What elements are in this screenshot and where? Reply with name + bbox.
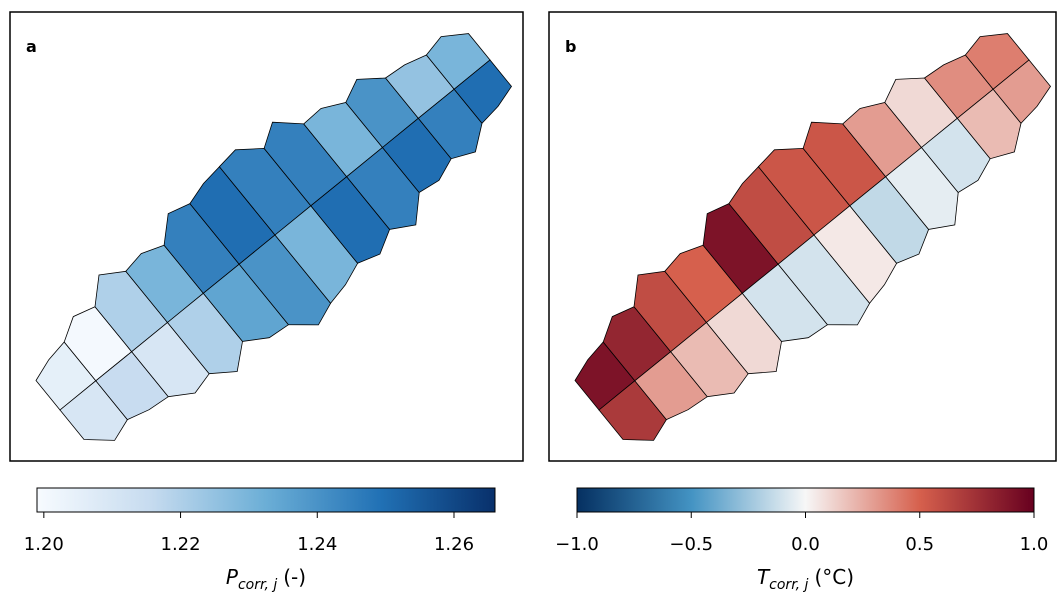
- colorbar-label: Tcorr, j (°C): [757, 565, 854, 592]
- map: [574, 33, 1051, 441]
- region: [202, 263, 290, 342]
- colorbar-label: Pcorr, j (-): [226, 565, 306, 592]
- unit: (°C): [814, 565, 854, 589]
- region: [634, 351, 708, 421]
- panel-label: b: [565, 37, 576, 56]
- panel-frame: [9, 11, 524, 462]
- region: [95, 351, 169, 421]
- tick-label: 1.26: [434, 534, 474, 555]
- tick-label: 1.0: [1020, 534, 1049, 555]
- region: [813, 205, 898, 304]
- subscript: corr, j: [769, 577, 808, 592]
- colorbar: [576, 487, 1035, 513]
- tick-label: 1.24: [297, 534, 337, 555]
- region: [346, 146, 420, 230]
- tick-label: 1.22: [161, 534, 201, 555]
- region: [992, 59, 1051, 124]
- symbol: P: [226, 565, 239, 589]
- region: [274, 205, 359, 304]
- region: [598, 380, 667, 441]
- colorbar: [36, 487, 496, 513]
- subscript: corr, j: [238, 577, 277, 592]
- panel-label: a: [26, 37, 37, 56]
- unit: (-): [283, 565, 306, 589]
- region: [381, 117, 452, 194]
- region: [417, 88, 483, 160]
- region: [59, 380, 128, 441]
- region: [705, 292, 782, 375]
- tick-label: −0.5: [669, 534, 713, 555]
- tick-label: −1.0: [555, 534, 599, 555]
- region: [166, 292, 243, 375]
- tick-label: 0.5: [905, 534, 934, 555]
- region: [849, 176, 930, 264]
- region: [238, 234, 332, 326]
- region: [885, 146, 959, 230]
- region: [670, 321, 749, 398]
- symbol: T: [757, 565, 771, 589]
- tick-label: 1.20: [24, 534, 64, 555]
- region: [777, 234, 871, 326]
- panel-frame: [548, 11, 1057, 462]
- region: [920, 117, 991, 194]
- region: [310, 176, 391, 264]
- tick-label: 0.0: [791, 534, 820, 555]
- region: [453, 59, 512, 124]
- region: [956, 88, 1022, 160]
- region: [131, 321, 210, 398]
- map: [35, 33, 512, 441]
- region: [741, 263, 829, 342]
